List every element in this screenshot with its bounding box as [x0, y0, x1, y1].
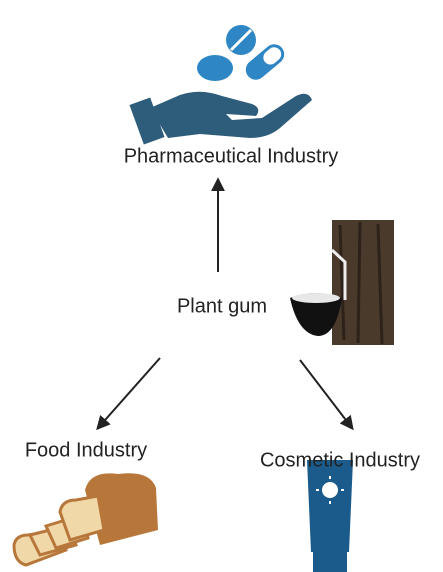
arrow [98, 358, 160, 428]
bread-icon [14, 473, 158, 565]
node-label: Food Industry [25, 439, 147, 461]
node-label: Cosmetic Industry [260, 449, 420, 471]
arrow [300, 360, 352, 428]
page: Pharmaceutical Industry Plant gum Food I… [0, 0, 443, 572]
node-label: Plant gum [177, 295, 267, 317]
plant-gum-icon [290, 220, 394, 345]
tube-icon [307, 460, 353, 572]
diagram: Pharmaceutical Industry Plant gum Food I… [0, 0, 443, 572]
pharma-icon [129, 25, 312, 144]
node-label: Pharmaceutical Industry [124, 145, 339, 167]
